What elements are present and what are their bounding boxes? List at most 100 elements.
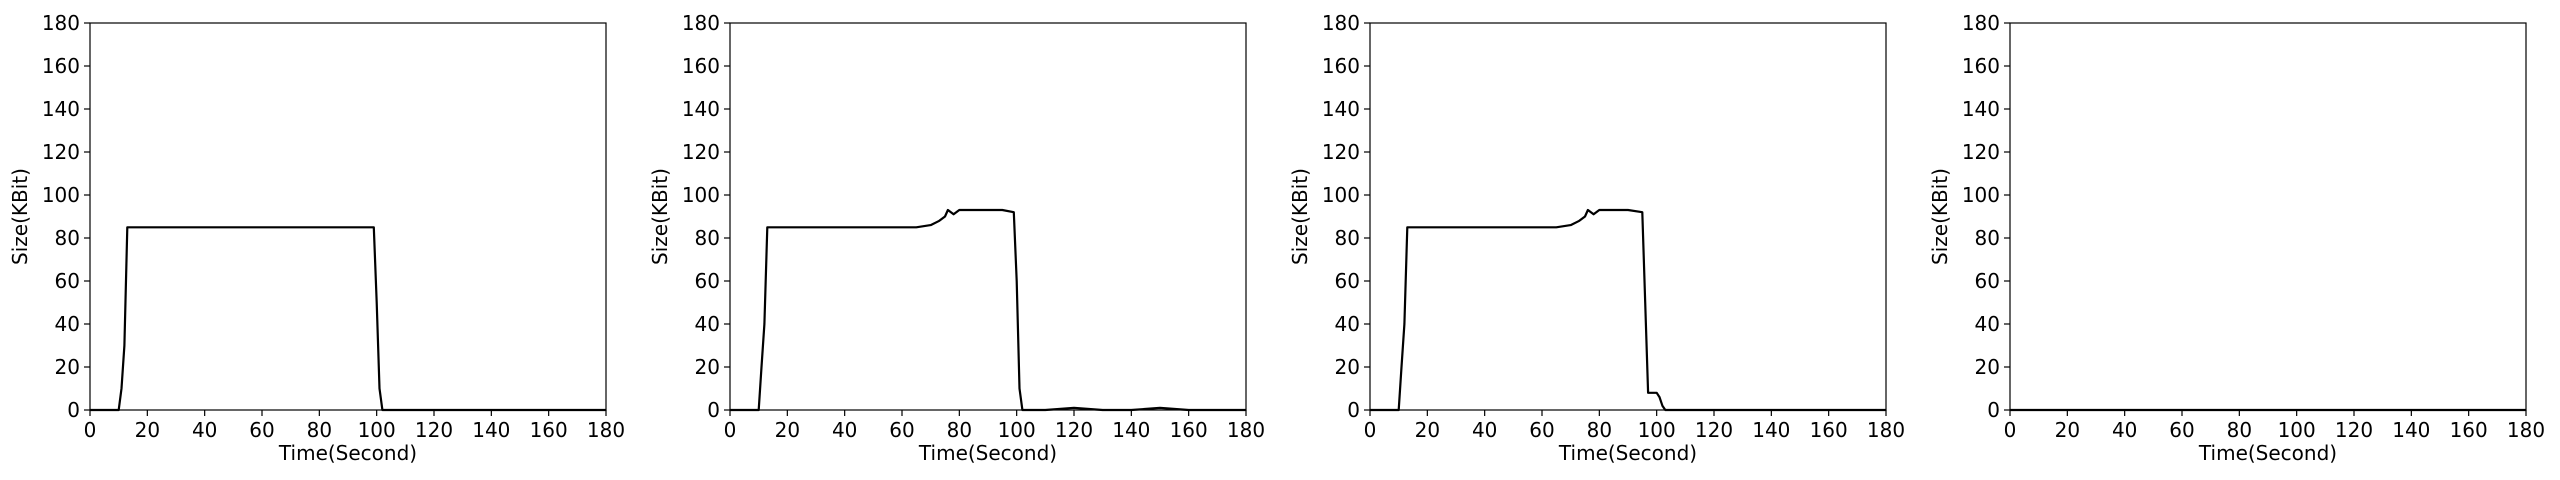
y-tick-label: 20 bbox=[1975, 355, 2000, 379]
y-tick-label: 20 bbox=[55, 355, 80, 379]
y-tick-label: 60 bbox=[55, 269, 80, 293]
x-tick-label: 160 bbox=[1810, 418, 1848, 442]
x-tick-label: 0 bbox=[724, 418, 737, 442]
chart-panel-2: 0 20 40 60 80 100 120 140 160 180 0 20 40 60 80 100 120 1… bbox=[648, 11, 1265, 465]
y-tick-label: 180 bbox=[682, 11, 720, 35]
y-tick-label: 80 bbox=[1975, 226, 2000, 250]
plot-frame bbox=[729, 22, 1247, 411]
x-tick-label: 180 bbox=[1867, 418, 1905, 442]
y-tick-label: 140 bbox=[1322, 97, 1360, 121]
x-tick-label: 60 bbox=[2169, 418, 2194, 442]
x-tick-label: 180 bbox=[587, 418, 625, 442]
x-tick-label: 40 bbox=[192, 418, 217, 442]
y-tick-label: 60 bbox=[1975, 269, 2000, 293]
y-axis-label: Size(KBit) bbox=[1288, 168, 1312, 265]
chart-panel-3: 0 20 40 60 80 100 120 140 160 180 0 20 40 60 80 100 120 1… bbox=[1288, 11, 1905, 465]
y-tick-label: 0 bbox=[1347, 398, 1360, 422]
y-tick-label: 160 bbox=[1962, 54, 2000, 78]
y-axis-label: Size(KBit) bbox=[1928, 168, 1952, 265]
y-tick-label: 80 bbox=[1335, 226, 1360, 250]
y-tick-label: 100 bbox=[42, 183, 80, 207]
x-tick-label: 100 bbox=[1638, 418, 1676, 442]
x-tick-label: 160 bbox=[530, 418, 568, 442]
x-tick-label: 140 bbox=[472, 418, 510, 442]
y-tick-label: 160 bbox=[682, 54, 720, 78]
y-tick-label: 180 bbox=[42, 11, 80, 35]
x-tick-label: 100 bbox=[998, 418, 1036, 442]
y-tick-label: 120 bbox=[1962, 140, 2000, 164]
x-tick-label: 100 bbox=[2278, 418, 2316, 442]
y-tick-label: 140 bbox=[1962, 97, 2000, 121]
x-tick-label: 160 bbox=[1170, 418, 1208, 442]
x-tick-label: 20 bbox=[2055, 418, 2080, 442]
chart-panel-1: 0 20 40 60 80 100 120 140 160 180 0 20 40 60 80 100 120 1… bbox=[8, 11, 625, 465]
x-tick-label: 40 bbox=[832, 418, 857, 442]
y-tick-label: 80 bbox=[695, 226, 720, 250]
x-tick-label: 120 bbox=[1695, 418, 1733, 442]
x-tick-label: 80 bbox=[307, 418, 332, 442]
y-tick-label: 120 bbox=[682, 140, 720, 164]
y-tick-label: 80 bbox=[55, 226, 80, 250]
y-tick-label: 140 bbox=[682, 97, 720, 121]
x-tick-label: 180 bbox=[2507, 418, 2545, 442]
x-axis-label: Time(Second) bbox=[918, 441, 1057, 465]
x-tick-label: 180 bbox=[1227, 418, 1265, 442]
y-tick-label: 100 bbox=[1962, 183, 2000, 207]
x-tick-label: 160 bbox=[2450, 418, 2488, 442]
x-tick-label: 120 bbox=[415, 418, 453, 442]
y-tick-label: 0 bbox=[1987, 398, 2000, 422]
y-axis-label: Size(KBit) bbox=[8, 168, 32, 265]
y-tick-label: 60 bbox=[695, 269, 720, 293]
x-tick-label: 140 bbox=[1112, 418, 1150, 442]
y-tick-label: 180 bbox=[1962, 11, 2000, 35]
x-tick-label: 120 bbox=[1055, 418, 1093, 442]
y-tick-label: 100 bbox=[682, 183, 720, 207]
y-tick-label: 40 bbox=[1975, 312, 2000, 336]
y-tick-label: 60 bbox=[1335, 269, 1360, 293]
x-tick-label: 20 bbox=[775, 418, 800, 442]
y-tick-label: 140 bbox=[42, 97, 80, 121]
x-tick-label: 0 bbox=[1364, 418, 1377, 442]
x-tick-label: 100 bbox=[358, 418, 396, 442]
x-tick-label: 80 bbox=[1587, 418, 1612, 442]
x-tick-label: 60 bbox=[249, 418, 274, 442]
x-tick-label: 80 bbox=[2227, 418, 2252, 442]
series-line-1 bbox=[90, 226, 606, 412]
x-tick-label: 40 bbox=[2112, 418, 2137, 442]
x-tick-label: 40 bbox=[1472, 418, 1497, 442]
y-tick-label: 20 bbox=[1335, 355, 1360, 379]
y-tick-label: 0 bbox=[707, 398, 720, 422]
y-tick-label: 100 bbox=[1322, 183, 1360, 207]
y-tick-label: 160 bbox=[42, 54, 80, 78]
x-tick-label: 80 bbox=[947, 418, 972, 442]
series-line-1 bbox=[730, 208, 1246, 412]
x-tick-label: 60 bbox=[889, 418, 914, 442]
x-tick-label: 120 bbox=[2335, 418, 2373, 442]
y-tick-label: 180 bbox=[1322, 11, 1360, 35]
x-tick-label: 0 bbox=[84, 418, 97, 442]
x-axis-label: Time(Second) bbox=[278, 441, 417, 465]
x-axis-label: Time(Second) bbox=[2198, 441, 2337, 465]
y-tick-label: 120 bbox=[1322, 140, 1360, 164]
y-tick-label: 40 bbox=[695, 312, 720, 336]
y-tick-label: 120 bbox=[42, 140, 80, 164]
plot-frame bbox=[89, 22, 607, 411]
y-tick-label: 0 bbox=[67, 398, 80, 422]
plot-frame bbox=[2009, 22, 2527, 411]
y-tick-label: 40 bbox=[1335, 312, 1360, 336]
x-axis-label: Time(Second) bbox=[1558, 441, 1697, 465]
plot-frame bbox=[1369, 22, 1887, 411]
y-axis-label: Size(KBit) bbox=[648, 168, 672, 265]
x-tick-label: 0 bbox=[2004, 418, 2017, 442]
series-line-1 bbox=[1370, 208, 1886, 412]
x-tick-label: 140 bbox=[1752, 418, 1790, 442]
y-tick-label: 160 bbox=[1322, 54, 1360, 78]
x-tick-label: 140 bbox=[2392, 418, 2430, 442]
chart-panel-4: 0 20 40 60 80 100 120 140 160 180 0 20 40 60 80 100 120 1… bbox=[1928, 11, 2545, 465]
y-tick-label: 20 bbox=[695, 355, 720, 379]
x-tick-label: 20 bbox=[135, 418, 160, 442]
y-tick-label: 40 bbox=[55, 312, 80, 336]
x-tick-label: 20 bbox=[1415, 418, 1440, 442]
